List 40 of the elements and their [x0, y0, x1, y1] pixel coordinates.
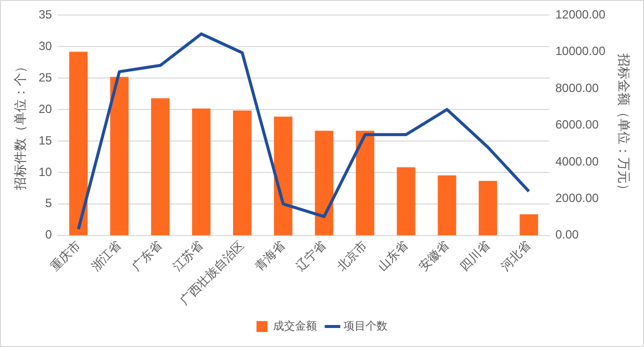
bar	[520, 214, 538, 236]
bar	[356, 130, 374, 236]
y-tick-label: 20	[38, 102, 52, 116]
x-tick-label: 北京市	[334, 238, 370, 274]
y-tick-label: 25	[38, 70, 52, 84]
y2-tick-label: 0.00	[555, 228, 580, 242]
bar	[69, 52, 88, 236]
x-tick-label: 河北省	[498, 238, 534, 274]
x-tick-label: 四川省	[457, 238, 492, 274]
bar	[274, 116, 292, 236]
y2-tick-label: 6000.00	[555, 118, 600, 132]
y2-tick-label: 4000.00	[555, 154, 600, 168]
y-tick-label: 35	[38, 7, 52, 22]
x-tick-label: 安徽省	[416, 238, 452, 274]
x-tick-label: 江苏省	[170, 238, 206, 274]
y-tick-label: 5	[45, 196, 52, 210]
legend-label: 项目个数	[344, 320, 388, 333]
x-tick-label: 青海省	[252, 238, 288, 274]
x-tick-label: 浙江省	[88, 238, 124, 274]
bar	[478, 180, 498, 236]
y-tick-label: 10	[38, 164, 52, 179]
bar	[233, 110, 252, 236]
y2-tick-label: 8000.00	[555, 80, 600, 95]
y-tick-label: 30	[38, 38, 52, 53]
bar	[192, 108, 210, 236]
y-tick-label: 15	[38, 133, 52, 148]
y2-tick-label: 10000.00	[555, 44, 606, 58]
bar	[396, 167, 416, 236]
y2-tick-label: 2000.00	[555, 190, 600, 205]
y2-axis-title: 招标金额（单位：万元）	[616, 52, 632, 197]
x-tick-label: 山东省	[375, 238, 410, 274]
y-axis-title: 招标件数（单位：个）	[12, 60, 28, 192]
x-tick-label: 广东省	[129, 238, 165, 274]
bar	[110, 76, 129, 236]
y2-tick-label: 12000.00	[555, 7, 606, 22]
bar	[314, 130, 334, 236]
x-tick-label: 辽宁省	[293, 238, 329, 274]
bar	[151, 98, 170, 236]
bar	[438, 175, 456, 236]
legend-label: 成交金额	[273, 320, 317, 333]
